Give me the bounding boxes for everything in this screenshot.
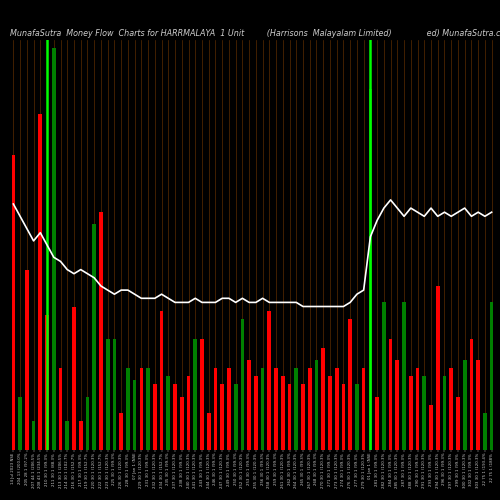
Bar	[220, 384, 224, 450]
Bar	[180, 396, 184, 450]
Bar	[92, 224, 96, 450]
Bar	[476, 360, 480, 450]
Bar	[160, 310, 164, 450]
Bar	[402, 302, 406, 450]
Bar	[442, 376, 446, 450]
Bar	[274, 368, 278, 450]
Bar	[25, 270, 28, 450]
Bar	[490, 302, 494, 450]
Bar	[133, 380, 136, 450]
Bar	[294, 368, 298, 450]
Bar	[72, 306, 76, 450]
Bar	[18, 396, 22, 450]
Bar	[106, 340, 110, 450]
Bar	[200, 340, 204, 450]
Bar	[227, 368, 231, 450]
Bar	[308, 368, 312, 450]
Bar	[396, 360, 399, 450]
Bar	[58, 368, 62, 450]
Bar	[79, 422, 82, 450]
Bar	[86, 396, 89, 450]
Bar	[342, 384, 345, 450]
Bar	[362, 368, 366, 450]
Bar	[66, 422, 69, 450]
Bar	[12, 155, 15, 450]
Bar	[140, 368, 143, 450]
Bar	[456, 396, 460, 450]
Bar	[112, 340, 116, 450]
Bar	[281, 376, 284, 450]
Bar	[194, 340, 197, 450]
Bar	[416, 368, 420, 450]
Bar	[240, 319, 244, 450]
Bar	[126, 368, 130, 450]
Bar	[483, 413, 486, 450]
Bar	[335, 368, 338, 450]
Bar	[214, 368, 218, 450]
Bar	[153, 384, 156, 450]
Bar	[348, 319, 352, 450]
Bar	[388, 340, 392, 450]
Bar	[248, 360, 251, 450]
Bar	[261, 368, 264, 450]
Bar	[120, 413, 123, 450]
Bar	[470, 340, 474, 450]
Text: MunafaSutra  Money Flow  Charts for HARRMALAYA  1 Unit         (Harrisons  Malay: MunafaSutra Money Flow Charts for HARRMA…	[10, 29, 500, 38]
Bar	[429, 405, 433, 450]
Bar	[450, 368, 453, 450]
Bar	[322, 348, 325, 450]
Bar	[376, 396, 379, 450]
Bar	[234, 384, 237, 450]
Bar	[173, 384, 177, 450]
Bar	[436, 286, 440, 450]
Bar	[186, 376, 190, 450]
Bar	[314, 360, 318, 450]
Bar	[382, 302, 386, 450]
Bar	[254, 376, 258, 450]
Bar	[368, 89, 372, 450]
Bar	[52, 48, 56, 450]
Bar	[207, 413, 210, 450]
Bar	[328, 376, 332, 450]
Bar	[463, 360, 466, 450]
Bar	[288, 384, 292, 450]
Bar	[409, 376, 412, 450]
Bar	[32, 422, 36, 450]
Bar	[38, 114, 42, 450]
Bar	[146, 368, 150, 450]
Bar	[355, 384, 359, 450]
Bar	[99, 212, 103, 450]
Bar	[268, 310, 271, 450]
Bar	[45, 314, 49, 450]
Bar	[422, 376, 426, 450]
Bar	[301, 384, 305, 450]
Bar	[166, 376, 170, 450]
